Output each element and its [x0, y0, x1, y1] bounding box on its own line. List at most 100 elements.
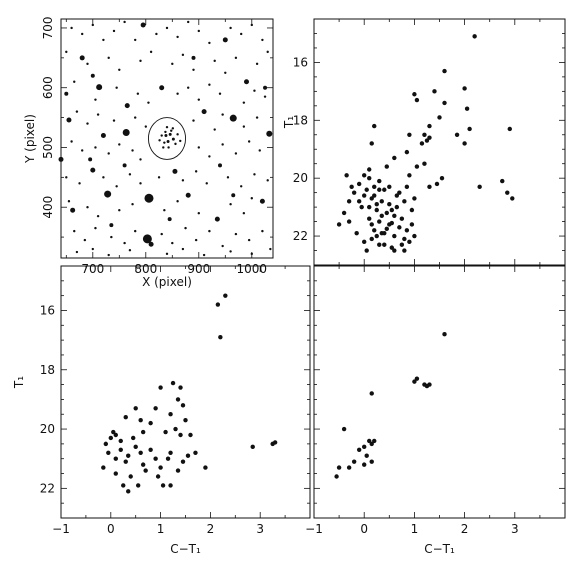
star [102, 176, 105, 179]
data-point [126, 489, 131, 494]
data-point [103, 441, 109, 447]
data-point [500, 178, 505, 184]
star [197, 146, 200, 149]
star [266, 179, 269, 182]
x-tick-label: 900 [187, 262, 210, 276]
y-tick-label: 18 [293, 113, 308, 127]
star [96, 84, 103, 91]
star [165, 26, 169, 30]
star [162, 146, 165, 149]
data-point [121, 483, 126, 488]
star [86, 62, 89, 66]
data-point [163, 429, 168, 435]
star [179, 139, 182, 143]
data-point [412, 233, 417, 239]
data-point [356, 447, 362, 453]
star [134, 38, 137, 42]
star [90, 73, 95, 78]
star [115, 86, 118, 89]
data-point [180, 403, 186, 408]
cmd-bottom-left-frame [60, 265, 311, 519]
data-point [389, 207, 395, 213]
data-point [402, 248, 407, 253]
star [222, 37, 228, 43]
data-point [113, 432, 118, 438]
star [176, 92, 179, 95]
y-tick-label: 22 [40, 481, 55, 495]
data-point [341, 210, 347, 216]
data-point [223, 293, 228, 298]
star [208, 41, 211, 45]
data-point [138, 450, 143, 455]
data-point [462, 86, 467, 91]
star [112, 119, 116, 122]
data-point [168, 450, 173, 455]
y-axis-label: T₁ [282, 116, 296, 129]
data-point [364, 453, 369, 458]
data-point [392, 155, 397, 161]
y-tick-label: 700 [41, 17, 55, 40]
star [261, 229, 264, 233]
data-point [356, 199, 362, 204]
star [73, 80, 76, 83]
data-point [439, 175, 445, 181]
star [144, 193, 154, 203]
star [234, 56, 238, 60]
cmd-bottom-left-panel: −1 0 1 2 3 16 18 20 22 C−T₁ T₁ [12, 265, 311, 556]
star [70, 26, 73, 30]
star [234, 152, 238, 155]
data-point [394, 193, 400, 198]
star [94, 98, 97, 101]
data-point [392, 248, 397, 253]
star [155, 32, 158, 36]
x-tick-label: 700 [81, 262, 104, 276]
star [171, 127, 175, 130]
data-point [437, 115, 442, 120]
data-point [510, 196, 515, 201]
star [218, 92, 222, 95]
star [197, 211, 200, 215]
data-point [367, 175, 372, 181]
star [83, 238, 87, 242]
data-point [367, 204, 372, 210]
star [250, 23, 253, 27]
star [185, 192, 191, 198]
data-point [419, 141, 425, 146]
y-tick-label: 16 [293, 55, 308, 69]
data-point [362, 193, 367, 198]
data-point [367, 216, 372, 221]
star [81, 149, 84, 152]
data-point [472, 34, 477, 39]
star [192, 68, 195, 71]
star [263, 85, 268, 90]
data-point [250, 444, 255, 450]
data-point [427, 184, 432, 190]
star [181, 179, 185, 182]
x-axis-label: C−T₁ [424, 542, 455, 556]
star [242, 125, 246, 128]
star [208, 155, 211, 158]
data-point [188, 432, 193, 438]
star [67, 200, 71, 203]
data-point [394, 204, 400, 210]
star [218, 163, 222, 168]
data-point [414, 164, 420, 169]
data-point [113, 471, 118, 476]
data-point [111, 429, 116, 435]
cmd-top-right-panel: 16 18 20 22 T₁ [282, 18, 566, 266]
data-point [175, 468, 181, 473]
cmd-bottom-right-frame [313, 265, 566, 519]
star [244, 79, 249, 85]
star [160, 134, 163, 137]
star [70, 140, 73, 143]
data-point [369, 236, 374, 242]
star [242, 211, 246, 215]
star [144, 125, 147, 128]
data-point [133, 444, 138, 450]
data-point [165, 456, 171, 461]
data-point [442, 331, 447, 337]
x-axis-label: X (pixel) [142, 275, 192, 289]
star [100, 133, 106, 139]
star [205, 182, 208, 185]
